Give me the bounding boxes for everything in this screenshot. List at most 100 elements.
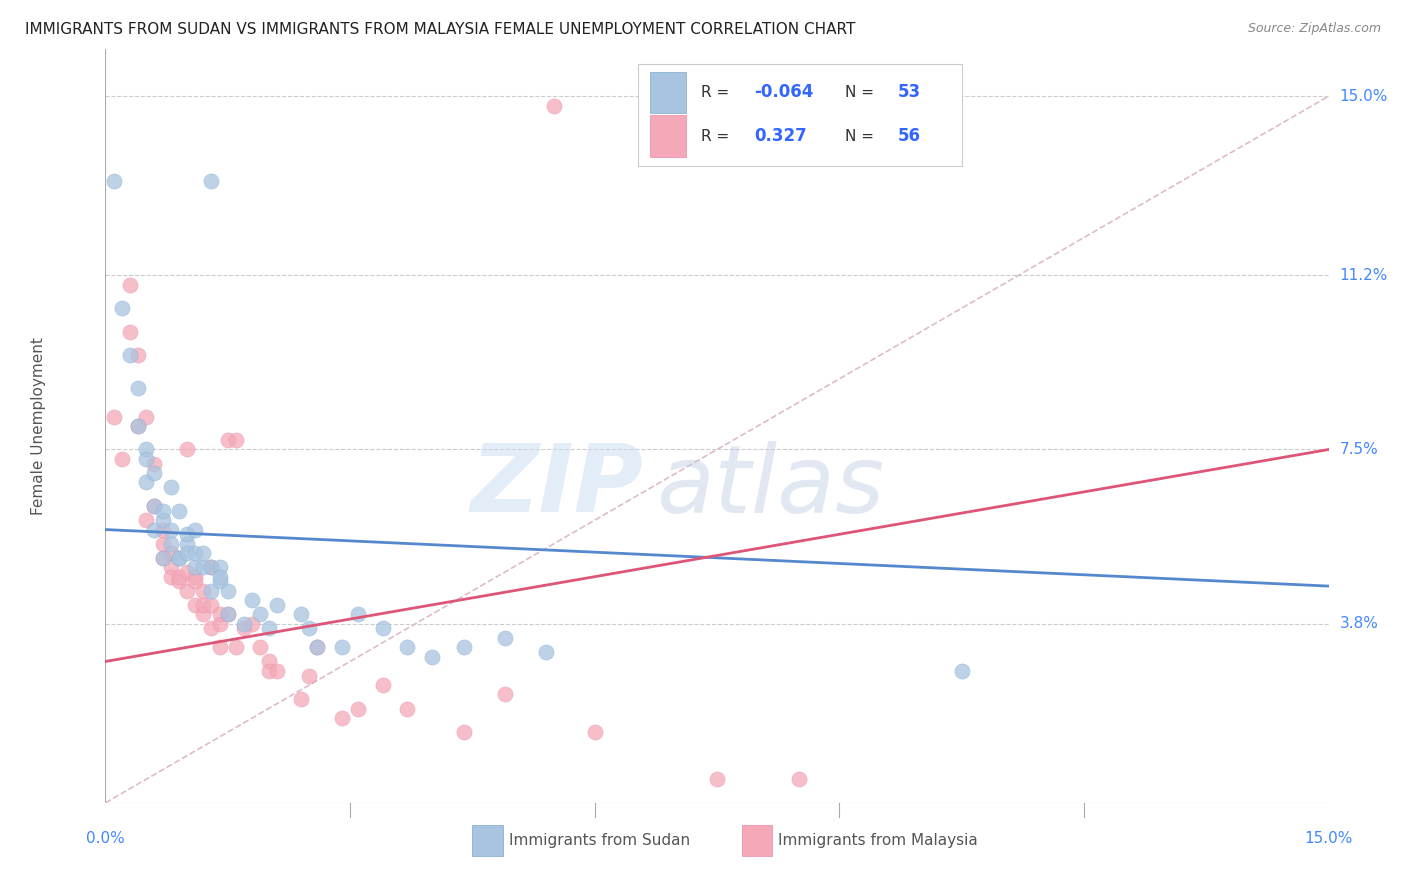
Point xyxy=(298,622,321,636)
Point xyxy=(193,546,215,560)
Text: 3.8%: 3.8% xyxy=(1340,616,1379,632)
Point xyxy=(184,523,207,537)
Text: ZIP: ZIP xyxy=(471,441,644,533)
Point xyxy=(193,598,215,612)
FancyBboxPatch shape xyxy=(637,64,962,166)
Point xyxy=(127,348,149,362)
Point xyxy=(290,607,312,622)
Point xyxy=(159,523,181,537)
Point xyxy=(396,640,419,655)
Point xyxy=(111,451,134,466)
Point xyxy=(184,570,207,584)
Point xyxy=(200,174,222,188)
Point xyxy=(200,560,222,574)
Point xyxy=(200,598,222,612)
Point xyxy=(257,622,280,636)
Point xyxy=(208,560,231,574)
Text: 0.327: 0.327 xyxy=(754,128,807,145)
Point xyxy=(217,607,239,622)
Point xyxy=(127,419,149,434)
Point xyxy=(143,523,166,537)
Point xyxy=(135,475,157,490)
Point xyxy=(330,711,353,725)
Point xyxy=(184,546,207,560)
Point xyxy=(307,640,329,655)
Point xyxy=(143,466,166,480)
Point xyxy=(240,593,263,607)
Point xyxy=(208,574,231,589)
Point xyxy=(159,546,181,560)
Text: 15.0%: 15.0% xyxy=(1305,830,1353,846)
Point xyxy=(225,433,247,447)
Text: 0.0%: 0.0% xyxy=(86,830,125,846)
Text: 15.0%: 15.0% xyxy=(1340,88,1388,103)
Point xyxy=(217,433,239,447)
FancyBboxPatch shape xyxy=(650,115,686,157)
Text: R =: R = xyxy=(702,128,740,144)
Point xyxy=(167,574,190,589)
Point xyxy=(135,409,157,424)
Point xyxy=(225,640,247,655)
Point xyxy=(193,583,215,598)
Point xyxy=(347,607,370,622)
Point xyxy=(193,560,215,574)
Text: N =: N = xyxy=(845,85,879,100)
Point xyxy=(208,640,231,655)
Point xyxy=(135,451,157,466)
Point xyxy=(184,574,207,589)
Point xyxy=(118,325,141,339)
Point xyxy=(208,616,231,631)
Point xyxy=(266,598,288,612)
Point xyxy=(143,499,166,513)
Point xyxy=(159,480,181,494)
FancyBboxPatch shape xyxy=(472,825,503,855)
Text: Female Unemployment: Female Unemployment xyxy=(31,337,45,515)
Text: Source: ZipAtlas.com: Source: ZipAtlas.com xyxy=(1247,22,1381,36)
Point xyxy=(233,622,256,636)
Point xyxy=(453,640,475,655)
Point xyxy=(152,550,174,565)
Point xyxy=(208,570,231,584)
Point xyxy=(787,772,810,787)
Point xyxy=(290,692,312,706)
Point xyxy=(167,550,190,565)
Point xyxy=(266,664,288,678)
Point xyxy=(159,570,181,584)
Point xyxy=(167,570,190,584)
Text: IMMIGRANTS FROM SUDAN VS IMMIGRANTS FROM MALAYSIA FEMALE UNEMPLOYMENT CORRELATIO: IMMIGRANTS FROM SUDAN VS IMMIGRANTS FROM… xyxy=(25,22,856,37)
Point xyxy=(103,409,125,424)
Text: atlas: atlas xyxy=(655,441,884,532)
FancyBboxPatch shape xyxy=(741,825,772,855)
Point xyxy=(176,546,198,560)
Point xyxy=(217,607,239,622)
Point xyxy=(111,301,134,315)
Point xyxy=(152,513,174,527)
Point xyxy=(257,664,280,678)
Point xyxy=(143,457,166,471)
Point xyxy=(200,560,222,574)
Point xyxy=(534,645,557,659)
Point xyxy=(257,655,280,669)
Point xyxy=(494,688,516,702)
Point xyxy=(135,442,157,457)
Point xyxy=(543,98,565,112)
Point xyxy=(240,616,263,631)
Point xyxy=(152,550,174,565)
Point xyxy=(159,560,181,574)
Point xyxy=(420,649,443,664)
FancyBboxPatch shape xyxy=(650,71,686,113)
Point xyxy=(200,583,222,598)
Point xyxy=(176,442,198,457)
Point xyxy=(396,701,419,715)
Point xyxy=(583,725,606,739)
Point xyxy=(249,607,271,622)
Point xyxy=(371,622,394,636)
Point xyxy=(176,527,198,541)
Point xyxy=(217,583,239,598)
Point xyxy=(330,640,353,655)
Point xyxy=(950,664,973,678)
Text: Immigrants from Sudan: Immigrants from Sudan xyxy=(509,833,690,848)
Point xyxy=(152,537,174,551)
Text: 53: 53 xyxy=(898,83,921,102)
Point xyxy=(143,499,166,513)
